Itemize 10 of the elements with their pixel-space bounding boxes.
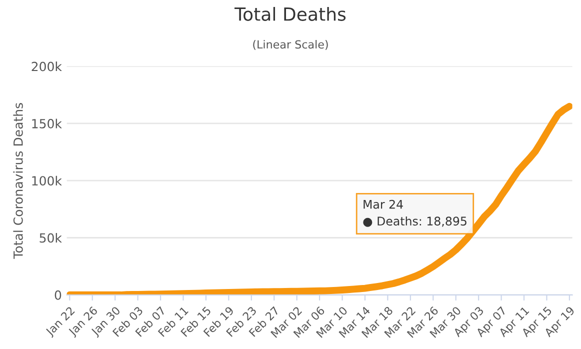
- chart-subtitle: (Linear Scale): [253, 40, 328, 50]
- y-tick-label: 0: [54, 290, 62, 300]
- y-tick-label: 150k: [32, 118, 62, 128]
- annotation: ● Deaths: 18,895: [363, 216, 466, 227]
- y-tick-label: 50k: [40, 233, 62, 243]
- y-axis-title: Total Coronavirus Deaths: [13, 103, 23, 259]
- annotation: Mar 24: [364, 200, 403, 209]
- y-tick-label: 200k: [32, 62, 62, 72]
- y-tick-label: 100k: [32, 176, 62, 186]
- chart-title: Total Deaths: [234, 6, 346, 21]
